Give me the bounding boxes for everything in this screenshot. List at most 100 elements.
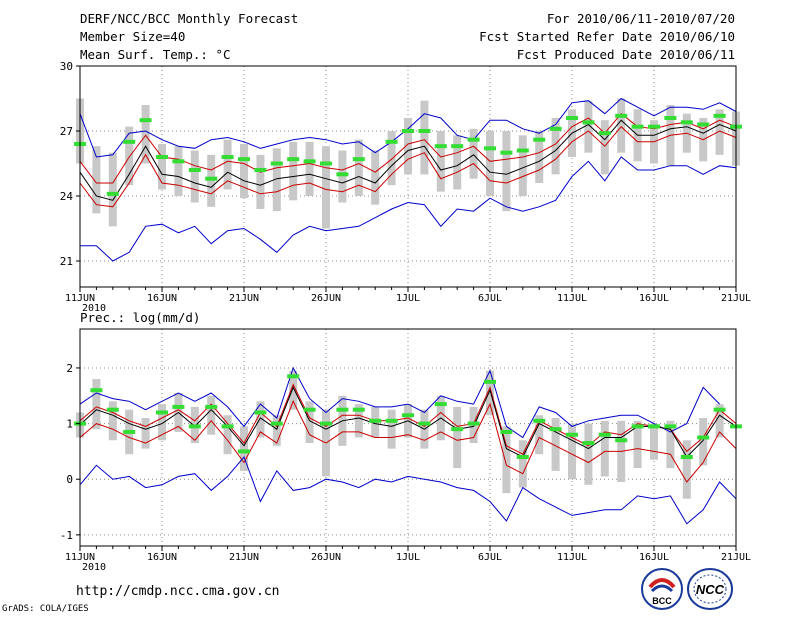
obs-marker (270, 421, 283, 426)
obs-marker (615, 438, 628, 443)
obs-marker (352, 157, 365, 162)
ensemble-spread-box (190, 150, 199, 203)
obs-marker (303, 159, 316, 164)
obs-marker (566, 432, 578, 437)
ensemble-spread-box (141, 418, 150, 449)
ensemble-spread-box (453, 406, 462, 469)
ensemble-spread-box (518, 135, 527, 196)
obs-marker (467, 421, 480, 426)
ensemble-spread-box (174, 146, 183, 196)
ensemble-spread-box (305, 401, 314, 444)
ensemble-spread-box (289, 141, 298, 201)
obs-marker (402, 129, 414, 133)
x-tick-label: 11JUL (557, 293, 587, 304)
obs-marker (451, 144, 464, 149)
obs-marker (697, 435, 710, 440)
ensemble-spread-box (272, 148, 281, 212)
x-tick-label: 21JUL (721, 552, 751, 563)
obs-marker (320, 161, 332, 166)
obs-marker (648, 424, 660, 429)
x-tick-label: 21JUN (229, 293, 259, 304)
x-tick-label: 11JUL (557, 552, 587, 563)
source-url[interactable]: http://cmdp.ncc.cma.gov.cn (76, 584, 280, 599)
y-tick-label: 30 (60, 60, 73, 73)
obs-marker (188, 424, 201, 429)
x-tick-label: 16JUL (639, 293, 669, 304)
obs-marker (238, 449, 250, 454)
ensemble-spread-box (305, 141, 314, 196)
series-line-max (79, 97, 737, 158)
ensemble-spread-box (256, 401, 265, 438)
year-label: 2010 (82, 562, 106, 573)
ensemble-spread-box (240, 144, 248, 199)
member-size: Member Size=40 (80, 29, 186, 44)
obs-marker (205, 404, 218, 409)
ensemble-spread-box (617, 98, 626, 153)
obs-marker (680, 454, 693, 459)
started-date: Fcst Started Refer Date 2010/06/10 (479, 29, 735, 44)
produced-date: Fcst Produced Date 2010/06/11 (516, 47, 735, 62)
obs-marker (434, 144, 447, 149)
obs-marker (303, 407, 316, 412)
temp-variable-label: Mean Surf. Temp.: °C (80, 47, 231, 62)
obs-marker (106, 191, 119, 196)
obs-marker (205, 176, 218, 181)
obs-marker (369, 418, 382, 423)
series-line-max (79, 366, 720, 439)
ensemble-spread-box (633, 420, 642, 469)
obs-marker (631, 124, 644, 129)
obs-marker (500, 150, 513, 155)
obs-marker (254, 410, 267, 415)
obs-marker (270, 161, 283, 166)
obs-marker (106, 407, 119, 412)
series-line-min (80, 156, 737, 262)
grads-credit: GrADS: COLA/IGES (2, 604, 89, 614)
bcc-logo-text: BCC (652, 596, 672, 606)
obs-marker (385, 139, 398, 144)
obs-marker (221, 155, 234, 159)
x-tick-label: 1JUL (396, 293, 420, 304)
ensemble-spread-box (469, 128, 478, 179)
ensemble-spread-box (650, 423, 658, 460)
ensemble-spread-box (584, 100, 593, 153)
ensemble-spread-box (584, 423, 593, 485)
obs-marker (418, 129, 431, 133)
bcc-logo: BCC (640, 567, 684, 615)
ensemble-spread-box (322, 146, 330, 229)
ensemble-spread-box (486, 370, 494, 416)
obs-marker (254, 168, 267, 172)
x-tick-label: 16JUN (147, 552, 177, 563)
x-tick-label: 11JUN (65, 552, 95, 563)
x-tick-label: 16JUN (147, 293, 177, 304)
ensemble-spread-box (518, 440, 527, 488)
x-tick-label: 26JUN (311, 552, 341, 563)
ensemble-spread-box (715, 109, 724, 155)
obs-marker (238, 157, 250, 162)
ensemble-spread-box (289, 370, 298, 410)
obs-marker (598, 432, 611, 437)
ncc-logo: NCC (686, 567, 734, 615)
forecast-period: For 2010/06/11-2010/07/20 (546, 11, 735, 26)
year-label: 2010 (82, 303, 106, 314)
obs-marker (664, 116, 677, 120)
obs-marker (516, 454, 529, 459)
y-tick-label: 21 (60, 255, 73, 268)
obs-marker (566, 116, 578, 120)
obs-marker (123, 429, 136, 434)
obs-marker (664, 424, 677, 429)
obs-marker (320, 421, 332, 426)
ensemble-spread-box (420, 100, 429, 175)
chart-title: DERF/NCC/BCC Monthly Forecast (80, 11, 299, 26)
x-tick-label: 21JUL (721, 293, 751, 304)
obs-marker (533, 137, 546, 142)
obs-marker (713, 407, 726, 412)
ensemble-spread-box (207, 395, 216, 435)
ensemble-spread-box (666, 420, 675, 469)
ensemble-spread-box (223, 139, 232, 190)
obs-marker (467, 137, 480, 142)
ensemble-spread-box (387, 409, 396, 449)
obs-marker (516, 148, 529, 153)
obs-marker (484, 379, 496, 384)
ensemble-spread-box (453, 135, 462, 190)
ensemble-spread-box (338, 150, 347, 203)
